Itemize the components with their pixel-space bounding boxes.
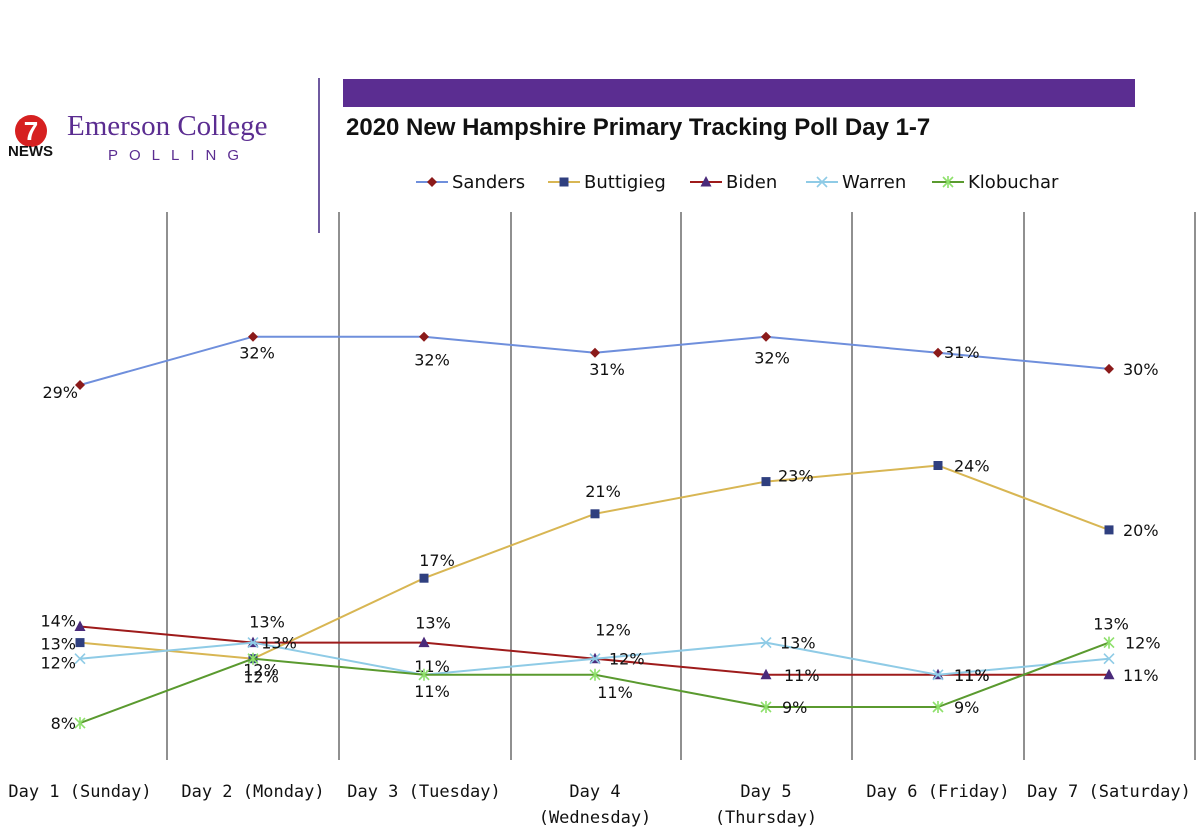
brand-subname: POLLING xyxy=(108,147,251,164)
chart-title: 2020 New Hampshire Primary Tracking Poll… xyxy=(346,114,931,141)
sanders-data-label-4: 31% xyxy=(589,360,625,379)
buttigieg-data-label-3: 17% xyxy=(419,551,455,570)
biden-point-1 xyxy=(74,620,86,631)
legend-klobuchar-marker xyxy=(942,176,954,188)
x-tick-label-5-line-2: (Thursday) xyxy=(715,808,817,828)
warren-data-label-7: 12% xyxy=(1125,634,1161,653)
klobuchar-data-label-4: 11% xyxy=(597,683,633,702)
warren-data-label-3: 11% xyxy=(414,657,450,676)
klobuchar-point-7 xyxy=(1103,636,1115,649)
sanders-data-label-5: 32% xyxy=(754,349,790,368)
buttigieg-point-7 xyxy=(1104,525,1114,535)
klobuchar-point-6 xyxy=(932,701,944,713)
biden-data-label-4: 12% xyxy=(595,621,631,640)
legend-sanders-label: Sanders xyxy=(452,172,525,193)
buttigieg-point-5 xyxy=(761,477,771,487)
klobuchar-point-2 xyxy=(247,652,259,665)
channel-7-logo: 7 xyxy=(14,114,48,152)
warren-point-5 xyxy=(760,637,772,649)
biden-data-label-2: 13% xyxy=(249,613,285,632)
warren-point-6 xyxy=(932,669,944,681)
buttigieg-data-label-6: 24% xyxy=(954,457,990,476)
buttigieg-data-label-7: 20% xyxy=(1123,521,1159,540)
buttigieg-data-label-1: 13% xyxy=(40,635,76,654)
x-tick-label-1: Day 1 (Sunday) xyxy=(8,782,151,802)
klobuchar-data-label-1: 8% xyxy=(51,714,76,733)
sanders-data-label-1: 29% xyxy=(42,383,78,402)
header-accent-bar xyxy=(343,79,1135,107)
sanders-data-label-6: 31% xyxy=(944,343,980,362)
biden-data-label-3: 13% xyxy=(415,614,451,633)
legend-sanders-marker xyxy=(427,177,437,187)
klobuchar-point-5 xyxy=(760,701,772,713)
biden-data-label-1: 14% xyxy=(40,612,76,631)
warren-point-2 xyxy=(247,637,259,649)
warren-data-label-4: 12% xyxy=(609,650,645,669)
logo-news-text: NEWS xyxy=(8,143,53,160)
sanders-point-1 xyxy=(75,380,85,390)
sanders-data-label-7: 30% xyxy=(1123,360,1159,379)
buttigieg-data-label-5: 23% xyxy=(778,467,814,486)
legend-biden-label: Biden xyxy=(726,172,777,193)
x-tick-label-5-line-1: Day 5 xyxy=(740,782,791,802)
klobuchar-point-4 xyxy=(589,668,601,681)
legend-buttigieg-label: Buttigieg xyxy=(584,172,666,193)
buttigieg-point-1 xyxy=(75,638,85,648)
x-tick-label-3: Day 3 (Tuesday) xyxy=(347,782,501,802)
klobuchar-point-3 xyxy=(418,668,430,681)
biden-point-7 xyxy=(1103,668,1115,680)
sanders-point-7 xyxy=(1104,363,1114,374)
x-tick-label-4-line-1: Day 4 xyxy=(569,782,620,802)
biden-point-5 xyxy=(760,668,772,680)
x-tick-label-6: Day 6 (Friday) xyxy=(866,782,1009,802)
warren-data-label-5: 13% xyxy=(780,634,816,653)
klobuchar-data-label-7: 13% xyxy=(1093,615,1129,634)
buttigieg-data-label-2: 12% xyxy=(243,668,279,687)
legend-biden-marker xyxy=(700,176,712,187)
buttigieg-point-4 xyxy=(590,509,600,519)
warren-point-1 xyxy=(74,653,86,665)
legend-klobuchar-label: Klobuchar xyxy=(968,172,1059,193)
warren-data-label-1: 12% xyxy=(40,654,76,673)
logo-number: 7 xyxy=(24,116,38,146)
sanders-point-3 xyxy=(419,331,429,342)
sanders-point-5 xyxy=(761,331,771,342)
legend-warren-label: Warren xyxy=(842,172,906,193)
biden-data-label-5: 11% xyxy=(784,666,820,685)
klobuchar-data-label-3: 11% xyxy=(414,682,450,701)
buttigieg-data-label-4: 21% xyxy=(585,482,621,501)
klobuchar-data-label-6: 9% xyxy=(954,698,979,717)
klobuchar-point-1 xyxy=(74,717,86,730)
sanders-data-label-2: 32% xyxy=(239,344,275,363)
sanders-point-2 xyxy=(248,331,258,342)
sanders-data-label-3: 32% xyxy=(414,351,450,370)
buttigieg-point-6 xyxy=(933,461,943,470)
warren-point-7 xyxy=(1103,653,1115,665)
warren-point-4 xyxy=(589,653,601,665)
x-tick-label-4-line-2: (Wednesday) xyxy=(539,808,652,828)
legend-warren-marker xyxy=(816,176,828,188)
x-tick-label-7: Day 7 (Saturday) xyxy=(1027,782,1191,802)
sanders-point-6 xyxy=(933,347,943,358)
x-tick-label-2: Day 2 (Monday) xyxy=(181,782,324,802)
biden-data-label-7: 11% xyxy=(1123,666,1159,685)
warren-data-label-6: 11% xyxy=(954,666,990,685)
warren-data-label-2: 13% xyxy=(261,634,297,653)
legend-buttigieg-marker xyxy=(559,177,569,187)
klobuchar-data-label-2: 12% xyxy=(243,661,279,680)
brand-name: Emerson College xyxy=(67,110,268,142)
header-divider xyxy=(318,78,320,233)
biden-point-3 xyxy=(418,636,430,648)
sanders-point-4 xyxy=(590,347,600,358)
buttigieg-point-3 xyxy=(419,573,429,583)
klobuchar-data-label-5: 9% xyxy=(782,698,807,717)
